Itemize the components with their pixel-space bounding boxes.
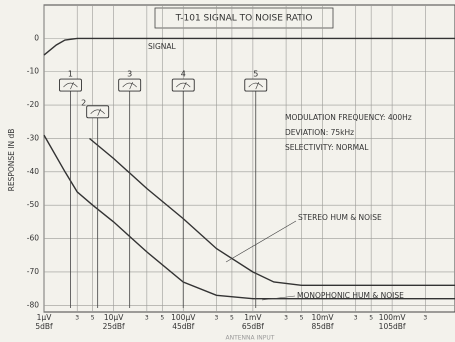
y-tick-label: -20 (27, 100, 39, 109)
y-tick-label: -60 (27, 234, 39, 243)
x-tick-label: 5 (91, 315, 95, 322)
x-tick-label: 3 (75, 315, 79, 322)
meter (118, 78, 142, 92)
x-tick-label: 5 (369, 315, 373, 322)
y-tick-label: -70 (27, 267, 39, 276)
meter-label: 5 (253, 70, 258, 79)
series-label: SIGNAL (148, 42, 177, 51)
note: MODULATION FREQUENCY: 400Hz (285, 113, 412, 122)
chart-title: T-101 SIGNAL TO NOISE RATIO (175, 14, 313, 24)
series-label: MONOPHONIC HUM & NOISE (297, 291, 404, 300)
note: SELECTIVITY: NORMAL (285, 143, 369, 152)
meter-dial (63, 81, 78, 90)
y-tick-label: -50 (27, 200, 39, 209)
meter-label: 4 (181, 70, 186, 79)
x-tick-label: 10mV (312, 313, 335, 322)
x-tick-label: 3 (354, 315, 358, 322)
title-box (154, 7, 334, 29)
meter (59, 78, 82, 92)
x-tick-sublabel: 45dBf (172, 322, 194, 331)
x-tick-sublabel: 65dBf (242, 322, 264, 331)
x-tick-label: 3 (145, 315, 149, 322)
meter (244, 78, 268, 92)
meter-dial (176, 81, 191, 90)
y-tick-label: -40 (27, 167, 39, 176)
leader-line (261, 295, 296, 301)
x-tick-label: 1mV (244, 313, 262, 322)
meter-dial (90, 108, 105, 116)
x-tick-label: 5 (160, 315, 164, 322)
meter (86, 105, 110, 119)
meter-label: 3 (127, 70, 132, 79)
y-tick-label: -10 (27, 67, 39, 76)
meter-label: 1 (68, 70, 73, 79)
y-tick-label: -30 (27, 133, 39, 142)
x-tick-label: 100μV (171, 313, 196, 322)
x-tick-sublabel: 105dBf (379, 322, 406, 331)
x-tick-label: 5 (300, 315, 304, 322)
note: DEVIATION: 75kHz (285, 128, 354, 137)
x-tick-label: 1μV (37, 313, 53, 322)
x-axis-label: ANTENNA INPUT (226, 335, 275, 342)
series-line (43, 37, 455, 56)
meter-dial (248, 81, 263, 90)
y-tick-label: 0 (34, 33, 39, 42)
meter-label: 2 (81, 98, 86, 107)
x-tick-label: 3 (423, 315, 427, 322)
meter (171, 78, 195, 92)
y-tick-label: -80 (27, 300, 39, 309)
x-tick-label: 10μV (104, 313, 124, 322)
x-tick-sublabel: 5dBf (35, 322, 53, 331)
x-tick-sublabel: 25dBf (103, 322, 125, 331)
x-tick-label: 3 (284, 315, 288, 322)
x-tick-sublabel: 85dBf (311, 322, 333, 331)
meter-dial (122, 81, 137, 90)
x-tick-label: 5 (230, 315, 234, 322)
series-label: STEREO HUM & NOISE (298, 213, 382, 222)
series-line (89, 137, 455, 286)
x-tick-label: 3 (215, 315, 219, 322)
y-axis-label: RESPONSE IN dB (7, 129, 16, 192)
series-line (43, 134, 455, 300)
leader-line (225, 220, 297, 263)
x-tick-label: 100mV (379, 313, 407, 322)
